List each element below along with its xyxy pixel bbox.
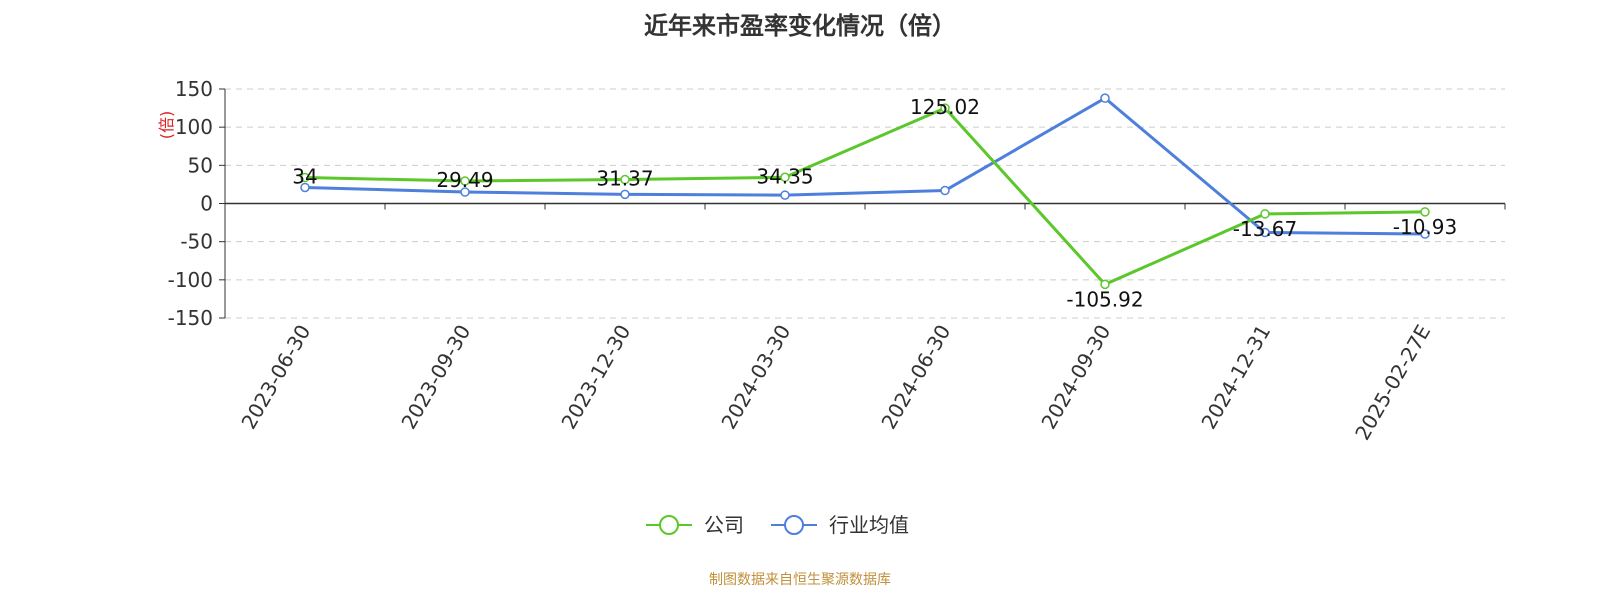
data-point[interactable] xyxy=(1100,279,1110,290)
data-label: 125.02 xyxy=(910,95,980,119)
axes: 150 100 50 0 -50 -100 -150 2023-06-30 2023-09-30… xyxy=(168,77,1506,445)
data-point[interactable] xyxy=(940,185,950,196)
legend-label: 行业均值 xyxy=(829,513,909,537)
data-point[interactable] xyxy=(620,174,630,185)
data-point[interactable] xyxy=(460,187,470,197)
grid-lines xyxy=(225,88,1505,319)
data-label: 34.35 xyxy=(756,164,813,188)
legend-marker xyxy=(784,515,804,535)
data-point[interactable] xyxy=(300,172,310,183)
x-tick-label: 2024-06-30 xyxy=(876,321,955,434)
series-layer xyxy=(300,93,1430,290)
x-tick-label: 2025-02-27E xyxy=(1350,321,1435,445)
y-tick-label: 0 xyxy=(200,192,213,216)
y-tick-label: -50 xyxy=(180,230,213,254)
data-label: -13.67 xyxy=(1233,217,1297,241)
chart-title: 近年来市盈率变化情况（倍） xyxy=(644,12,956,40)
y-tick-label: -100 xyxy=(168,268,213,292)
data-label: -10.93 xyxy=(1393,215,1457,239)
x-tick-label: 2023-06-30 xyxy=(236,321,315,434)
x-tick-label: 2024-12-31 xyxy=(1196,321,1275,434)
y-tick-label: 100 xyxy=(175,115,213,139)
data-point[interactable] xyxy=(1420,229,1430,239)
data-point[interactable] xyxy=(1260,227,1270,238)
x-tick-label: 2023-12-30 xyxy=(556,321,635,434)
data-label: 29.49 xyxy=(436,168,493,192)
series-line-0 xyxy=(304,106,1426,286)
series-line-1 xyxy=(304,96,1426,236)
data-label: 34 xyxy=(292,165,317,189)
data-point[interactable] xyxy=(460,176,470,186)
x-tick-label: 2024-03-30 xyxy=(716,321,795,434)
y-tick-label: 50 xyxy=(188,153,213,177)
x-tick-label: 2024-09-30 xyxy=(1036,321,1115,434)
data-labels: 34 29.49 31.37 34.35 125.02 -105.92 -13.67 -10.… xyxy=(292,95,1457,311)
legend-label: 公司 xyxy=(704,513,744,537)
legend[interactable]: 公司 行业均值 xyxy=(646,513,909,537)
y-tick-label: 150 xyxy=(175,77,213,101)
data-point[interactable] xyxy=(780,172,790,183)
data-point[interactable] xyxy=(1260,209,1270,219)
source-note: 制图数据来自恒生聚源数据库 xyxy=(709,572,891,588)
data-point[interactable] xyxy=(1420,207,1430,217)
data-label: -105.92 xyxy=(1066,287,1143,311)
data-point[interactable] xyxy=(300,182,310,193)
data-point[interactable] xyxy=(620,189,630,200)
y-axis-label: (倍) xyxy=(157,111,176,140)
data-point[interactable] xyxy=(780,190,790,200)
legend-item-1[interactable]: 行业均值 xyxy=(771,513,909,537)
legend-item-0[interactable]: 公司 xyxy=(646,513,744,537)
data-point[interactable] xyxy=(1100,93,1110,103)
data-label: 31.37 xyxy=(596,167,653,191)
data-point[interactable] xyxy=(940,103,950,113)
x-tick-label: 2023-09-30 xyxy=(396,321,475,434)
y-tick-label: -150 xyxy=(168,306,213,330)
legend-marker xyxy=(659,515,679,535)
